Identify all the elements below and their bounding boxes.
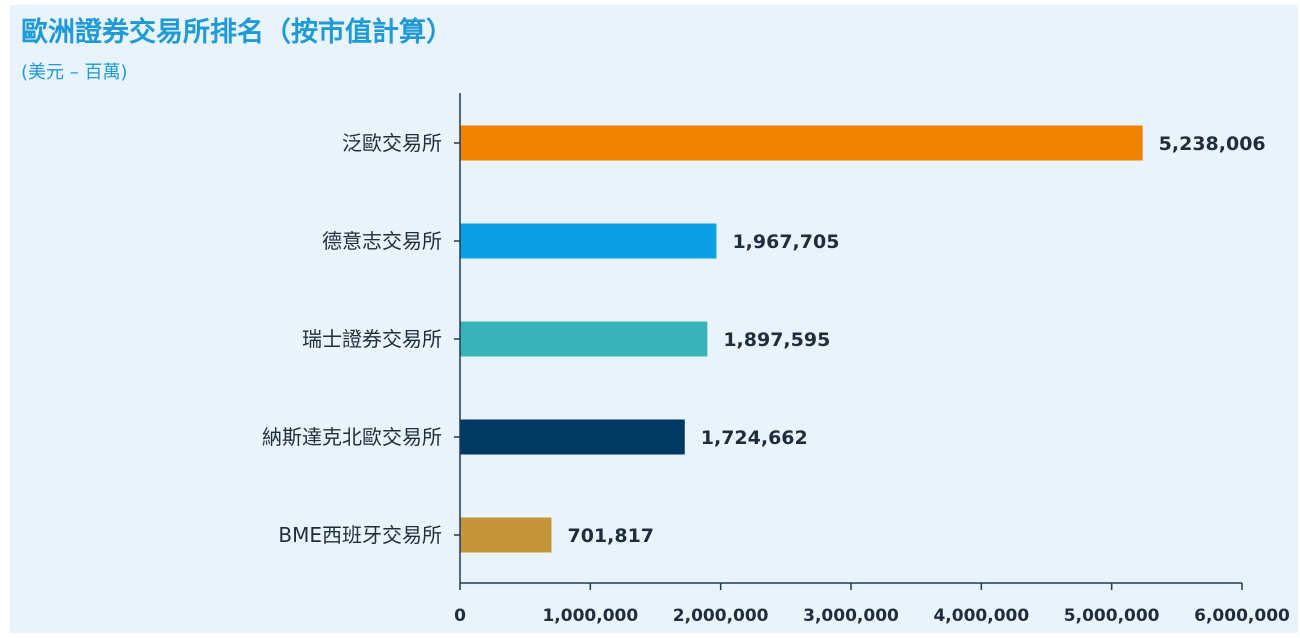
x-tick-label: 5,000,000 (1064, 606, 1160, 626)
x-tick-label: 6,000,000 (1194, 606, 1290, 626)
value-label: 1,724,662 (701, 427, 808, 449)
chart-panel (10, 5, 1298, 633)
chart-subtitle: (美元 – 百萬) (21, 62, 128, 83)
value-label: 1,897,595 (723, 329, 830, 351)
bar (460, 517, 552, 553)
x-tick-label: 2,000,000 (673, 606, 769, 626)
category-label: 納斯達克北歐交易所 (262, 425, 442, 449)
axes-layer: 0 1,000,000 2,000,000 3,000,000 4,000,000 5,0… (454, 93, 1290, 626)
value-label: 701,817 (567, 525, 654, 547)
bar (460, 321, 708, 357)
value-label: 5,238,006 (1159, 133, 1266, 155)
chart-title: 歐洲證券交易所排名（按市值計算） (21, 17, 453, 48)
bar (460, 125, 1143, 161)
category-label: 德意志交易所 (322, 229, 442, 253)
category-label: 瑞士證券交易所 (302, 327, 442, 351)
x-tick-label: 4,000,000 (933, 606, 1029, 626)
category-label: BME西班牙交易所 (278, 523, 442, 547)
x-tick-label: 1,000,000 (542, 606, 638, 626)
x-tick-label: 0 (454, 606, 466, 626)
x-tick-label: 3,000,000 (803, 606, 899, 626)
bars-layer: 泛歐交易所 5,238,006 德意志交易所 1,967,705 瑞士證券交易所 1,89… (262, 125, 1266, 553)
value-label: 1,967,705 (732, 231, 839, 253)
category-label: 泛歐交易所 (342, 131, 442, 155)
bar (460, 419, 685, 455)
bar (460, 223, 717, 259)
